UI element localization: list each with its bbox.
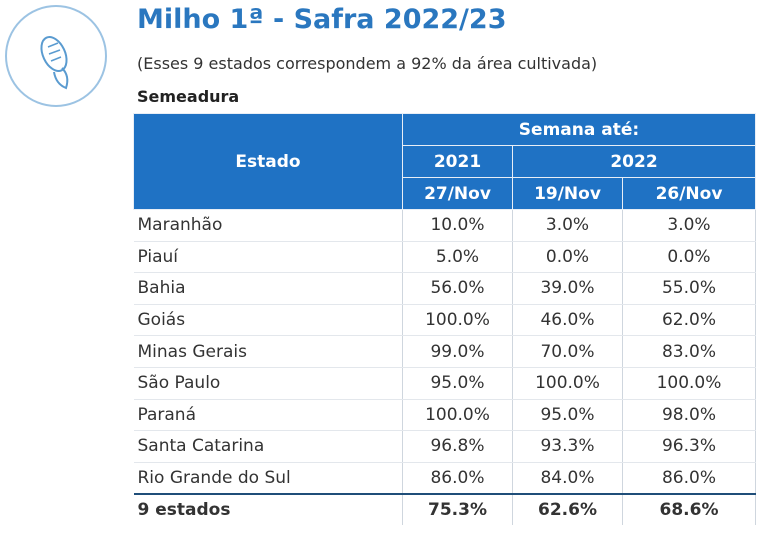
value-cell: 55.0% bbox=[622, 272, 756, 305]
value-cell: 62.0% bbox=[622, 304, 756, 337]
value-cell: 70.0% bbox=[512, 335, 623, 368]
total: 9 estados 75.3% 62.6% 68.6% bbox=[133, 493, 756, 526]
value-cell: 96.3% bbox=[622, 430, 756, 463]
state-cell: São Paulo bbox=[133, 367, 403, 400]
table-row: Paraná 100.0% 95.0% 98.0% bbox=[133, 399, 756, 432]
value-cell: 39.0% bbox=[512, 272, 623, 305]
value-cell: 3.0% bbox=[622, 209, 756, 242]
value-cell: 68.6% bbox=[622, 493, 756, 526]
corn-icon bbox=[5, 5, 107, 107]
value-cell: 10.0% bbox=[402, 209, 513, 242]
table-row: Minas Gerais 99.0% 70.0% 83.0% bbox=[133, 335, 756, 368]
value-cell: 75.3% bbox=[402, 493, 513, 526]
value-cell: 86.0% bbox=[622, 462, 756, 495]
state-cell: 9 estados bbox=[133, 493, 403, 526]
value-cell: 96.8% bbox=[402, 430, 513, 463]
value-cell: 3.0% bbox=[512, 209, 623, 242]
header-cell: 27/Nov bbox=[402, 177, 513, 210]
value-cell: 99.0% bbox=[402, 335, 513, 368]
header-cell: 26/Nov bbox=[622, 177, 756, 210]
value-cell: 62.6% bbox=[512, 493, 623, 526]
value-cell: 46.0% bbox=[512, 304, 623, 337]
table-row: Santa Catarina 96.8% 93.3% 96.3% bbox=[133, 430, 756, 463]
table-row: Bahia 56.0% 39.0% 55.0% bbox=[133, 272, 756, 305]
state-cell: Rio Grande do Sul bbox=[133, 462, 403, 495]
table-body: Maranhão 10.0% 3.0% 3.0% Piauí 5.0% 0.0% 0.0% Ba… bbox=[133, 209, 756, 526]
state-cell: Maranhão bbox=[133, 209, 403, 242]
table-row: São Paulo 95.0% 100.0% 100.0% bbox=[133, 367, 756, 400]
header-cell: 19/Nov bbox=[512, 177, 623, 210]
value-cell: 0.0% bbox=[622, 241, 756, 274]
section-label: Semeadura bbox=[137, 87, 240, 106]
table-row: Maranhão 10.0% 3.0% 3.0% bbox=[133, 209, 756, 242]
value-cell: 83.0% bbox=[622, 335, 756, 368]
value-cell: 0.0% bbox=[512, 241, 623, 274]
header-cell: Semana até: bbox=[402, 113, 756, 146]
header-cell: Estado bbox=[133, 113, 403, 210]
header-cell: 2022 bbox=[512, 145, 756, 178]
value-cell: 100.0% bbox=[402, 399, 513, 432]
header-cell: 2021 bbox=[402, 145, 513, 178]
value-cell: 100.0% bbox=[622, 367, 756, 400]
title: Milho 1ª - Safra 2022/23 bbox=[137, 4, 507, 35]
state-cell: Minas Gerais bbox=[133, 335, 403, 368]
state-cell: Bahia bbox=[133, 272, 403, 305]
value-cell: 100.0% bbox=[512, 367, 623, 400]
state-cell: Santa Catarina bbox=[133, 430, 403, 463]
value-cell: 56.0% bbox=[402, 272, 513, 305]
value-cell: 95.0% bbox=[512, 399, 623, 432]
table-row: Rio Grande do Sul 86.0% 84.0% 86.0% bbox=[133, 462, 756, 495]
value-cell: 100.0% bbox=[402, 304, 513, 337]
table-row: Goiás 100.0% 46.0% 62.0% bbox=[133, 304, 756, 337]
data-table: Estado Semana até: 2021 2022 27/Nov 19/N… bbox=[133, 113, 756, 526]
value-cell: 98.0% bbox=[622, 399, 756, 432]
state-cell: Piauí bbox=[133, 241, 403, 274]
value-cell: 86.0% bbox=[402, 462, 513, 495]
table-row: Piauí 5.0% 0.0% 0.0% bbox=[133, 241, 756, 274]
value-cell: 84.0% bbox=[512, 462, 623, 495]
value-cell: 95.0% bbox=[402, 367, 513, 400]
subtitle: (Esses 9 estados correspondem a 92% da á… bbox=[137, 54, 598, 73]
value-cell: 93.3% bbox=[512, 430, 623, 463]
state-cell: Paraná bbox=[133, 399, 403, 432]
value-cell: 5.0% bbox=[402, 241, 513, 274]
state-cell: Goiás bbox=[133, 304, 403, 337]
